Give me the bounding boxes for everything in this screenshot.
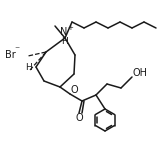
Text: H: H bbox=[61, 38, 67, 47]
Text: +: + bbox=[67, 25, 73, 31]
Text: H: H bbox=[25, 63, 31, 72]
Text: O: O bbox=[70, 85, 78, 95]
Text: ⁻: ⁻ bbox=[14, 45, 20, 55]
Text: OH: OH bbox=[132, 68, 148, 78]
Text: Br: Br bbox=[5, 50, 15, 60]
Text: N: N bbox=[60, 27, 68, 37]
Text: O: O bbox=[75, 113, 83, 123]
